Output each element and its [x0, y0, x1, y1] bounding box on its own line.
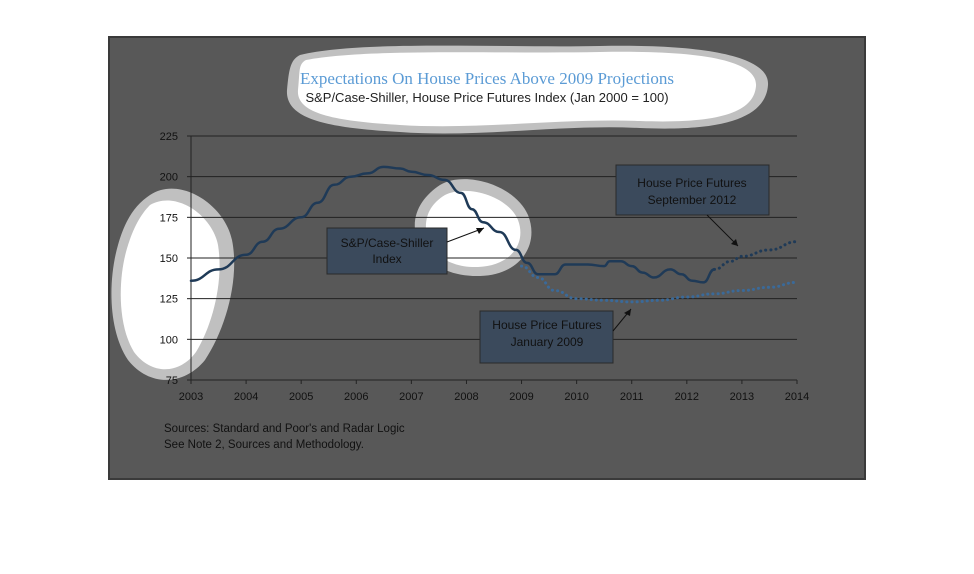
series-line-1 [189, 165, 716, 284]
title-highlight-inner [297, 51, 757, 127]
y-tick-label: 225 [160, 131, 178, 143]
yaxis-highlight-inner [120, 200, 220, 370]
y-tick-label: 75 [166, 375, 178, 387]
highlight-blobs [111, 45, 769, 380]
x-tick-label: 2009 [509, 391, 533, 403]
annotation-box [326, 227, 448, 275]
y-tick-label: 200 [160, 172, 178, 184]
x-tick-labels: 2003 2004 2005 2006 2007 2008 2009 2010 2011 2012… [179, 380, 809, 403]
sources-line-2: See Note 2, Sources and Methodology. [164, 439, 364, 451]
chart-subtitle: S&P/Case-Shiller, House Price Futures In… [305, 90, 668, 105]
x-tick-label: 2003 [179, 391, 203, 403]
sources-line-1: Sources: Standard and Poor's and Radar L… [164, 423, 405, 435]
x-tick-label: 2011 [620, 391, 644, 403]
annotation-futures-2009: House Price Futures January 2009 [479, 308, 632, 364]
series-line-2 [712, 240, 799, 271]
x-tick-label: 2014 [785, 391, 809, 403]
x-tick-label: 2006 [344, 391, 368, 403]
y-tick-labels: 75 100 125 150 175 200 225 [160, 131, 191, 387]
annotation-line1: S&P/Case-Shiller [341, 236, 434, 250]
annotation-case-shiller: S&P/Case-Shiller Index [326, 227, 485, 275]
x-tick-label: 2008 [454, 391, 478, 403]
x-tick-label: 2010 [564, 391, 588, 403]
y-tick-label: 150 [160, 253, 178, 265]
arrowhead-icon [476, 228, 484, 234]
x-tick-label: 2013 [730, 391, 754, 403]
arrowhead-icon [624, 309, 631, 316]
chart-title: Expectations On House Prices Above 2009 … [300, 69, 674, 88]
x-tick-label: 2004 [234, 391, 258, 403]
arrowhead-icon [731, 239, 738, 246]
x-tick-label: 2007 [399, 391, 423, 403]
x-tick-label: 2012 [675, 391, 699, 403]
y-tick-label: 100 [160, 334, 178, 346]
x-tick-label: 2005 [289, 391, 313, 403]
y-tick-label: 175 [160, 212, 178, 224]
annotation-line1: House Price Futures [492, 318, 601, 332]
annotation-box [479, 310, 614, 364]
series-lines [189, 165, 799, 304]
annotation-line2: September 2012 [648, 193, 737, 207]
annotation-line2: January 2009 [511, 335, 584, 349]
annotation-arrow [706, 214, 739, 247]
annotation-line1: House Price Futures [637, 176, 746, 190]
annotation-futures-2012: House Price Futures September 2012 [615, 164, 770, 247]
annotation-box [615, 164, 770, 216]
y-tick-label: 125 [160, 294, 178, 306]
peak-highlight-inner [425, 190, 521, 268]
series-line-3 [520, 264, 799, 304]
annotation-line2: Index [372, 252, 401, 266]
